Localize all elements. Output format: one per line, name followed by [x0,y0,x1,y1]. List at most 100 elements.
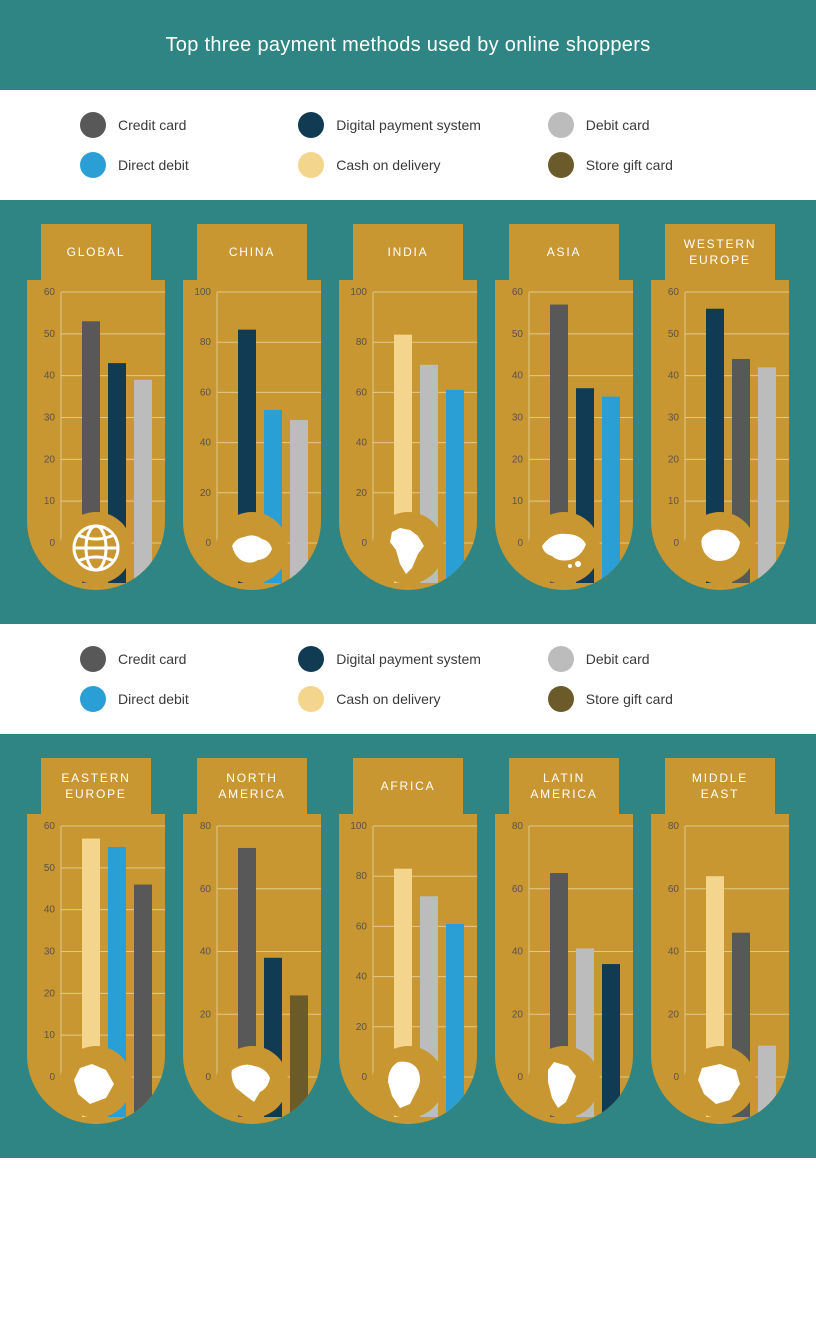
svg-text:40: 40 [668,371,680,382]
svg-text:40: 40 [200,438,212,449]
svg-text:60: 60 [356,921,368,932]
title-band: Top three payment methods used by online… [0,0,816,90]
legend-dot-icon [80,646,106,672]
africa-icon [372,1046,444,1118]
legend-label: Debit card [586,651,650,667]
svg-text:20: 20 [200,1009,212,1020]
legend-item-digital: Digital payment system [298,112,537,138]
legend-label: Store gift card [586,691,673,707]
bar-debit_card [134,380,152,583]
legend-item-direct_debit: Direct debit [80,152,288,178]
svg-text:20: 20 [200,488,212,499]
svg-text:30: 30 [44,947,56,958]
chart-global: GLOBAL0102030405060 [27,224,165,590]
chart-title: MIDDLE EAST [665,758,775,814]
svg-text:0: 0 [205,1072,211,1083]
svg-text:60: 60 [668,287,680,298]
asia-icon [528,512,600,584]
legend-item-digital: Digital payment system [298,646,537,672]
svg-text:50: 50 [512,329,524,340]
chart-asia: ASIA0102030405060 [495,224,633,590]
svg-text:0: 0 [673,1072,679,1083]
bar-gift_card [290,995,308,1117]
legend: Credit card Digital payment system Debit c… [0,624,816,734]
legend-dot-icon [298,152,324,178]
svg-text:60: 60 [512,287,524,298]
legend-dot-icon [548,152,574,178]
svg-text:0: 0 [49,1072,55,1083]
svg-text:80: 80 [512,821,524,832]
bar-direct_debit [446,390,464,583]
legend-label: Cash on delivery [336,157,440,173]
svg-text:0: 0 [517,1072,523,1083]
chart-body: 020406080100 [339,280,477,590]
svg-text:10: 10 [668,496,680,507]
svg-text:50: 50 [44,863,56,874]
bar-debit_card [290,420,308,583]
bar-direct_debit [602,397,620,583]
chart-body: 0102030405060 [27,280,165,590]
legend-item-direct_debit: Direct debit [80,686,288,712]
svg-text:20: 20 [668,454,680,465]
legend-label: Debit card [586,117,650,133]
svg-text:40: 40 [44,371,56,382]
legend-item-cod: Cash on delivery [298,152,537,178]
svg-text:60: 60 [512,884,524,895]
legend-item-debit_card: Debit card [548,112,756,138]
svg-text:0: 0 [49,538,55,549]
svg-text:40: 40 [356,972,368,983]
india-icon [372,512,444,584]
svg-text:100: 100 [350,821,367,832]
legend-item-gift_card: Store gift card [548,686,756,712]
svg-text:60: 60 [668,884,680,895]
eeurope-icon [60,1046,132,1118]
svg-text:50: 50 [668,329,680,340]
svg-text:60: 60 [200,884,212,895]
svg-text:0: 0 [517,538,523,549]
charts-row: EASTERN EUROPE 0 10 20 30 40 50 60 NORTH AMERICA… [0,734,816,1158]
svg-text:20: 20 [356,488,368,499]
bar-debit_card [758,367,776,583]
svg-text:40: 40 [44,905,56,916]
legend-label: Cash on delivery [336,691,440,707]
chart-body: 020406080100 [183,280,321,590]
charts-row: GLOBAL0102030405060CHINA020406080100INDI… [0,200,816,624]
legend-dot-icon [298,686,324,712]
legend-label: Store gift card [586,157,673,173]
svg-text:80: 80 [356,337,368,348]
svg-text:40: 40 [512,371,524,382]
chart-title: WESTERN EUROPE [665,224,775,280]
legend: Credit card Digital payment system Debit c… [0,90,816,200]
chart-lamerica: LATIN AMERICA020406080 [495,758,633,1124]
legend-label: Digital payment system [336,117,481,133]
chart-title: NORTH AMERICA [197,758,307,814]
svg-text:30: 30 [668,413,680,424]
svg-text:100: 100 [350,287,367,298]
svg-text:60: 60 [44,821,56,832]
svg-text:100: 100 [194,287,211,298]
legend-dot-icon [298,112,324,138]
svg-text:0: 0 [361,1072,367,1083]
lamerica-icon [528,1046,600,1118]
legend-dot-icon [80,112,106,138]
chart-body: 0102030405060 [651,280,789,590]
chart-title: LATIN AMERICA [509,758,619,814]
chart-body: 020406080 [495,814,633,1124]
legend-dot-icon [80,152,106,178]
svg-text:40: 40 [512,947,524,958]
svg-text:80: 80 [356,871,368,882]
svg-text:60: 60 [200,387,212,398]
chart-title: ASIA [509,224,619,280]
mideast-icon [684,1046,756,1118]
bar-digital [602,964,620,1117]
chart-india: INDIA020406080100 [339,224,477,590]
svg-text:10: 10 [44,1030,56,1041]
chart-title: EASTERN EUROPE [41,758,151,814]
legend-label: Digital payment system [336,651,481,667]
legend-dot-icon [548,112,574,138]
legend-label: Credit card [118,117,186,133]
svg-text:60: 60 [44,287,56,298]
legend-item-credit_card: Credit card [80,646,288,672]
legend-label: Direct debit [118,691,189,707]
china-icon [216,512,288,584]
